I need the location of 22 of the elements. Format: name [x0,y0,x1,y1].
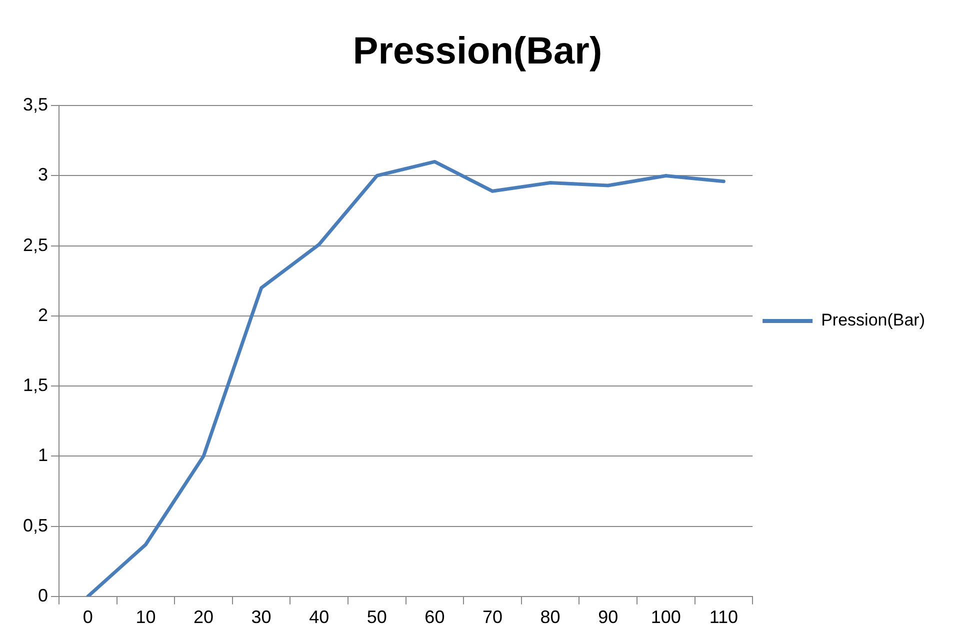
y-tick-label: 3,5 [22,94,48,115]
y-tick-label: 0,5 [22,515,48,536]
y-tick-label: 1 [38,445,48,466]
x-tick-label: 40 [309,607,330,628]
x-tick-label: 90 [598,607,618,628]
chart-title: Pression(Bar) [352,30,602,72]
x-tick-label: 70 [482,607,503,628]
y-tick-label: 1,5 [22,375,48,396]
y-tick-label: 3 [38,164,48,185]
x-tick-label: 80 [540,607,560,628]
x-tick-label: 110 [709,607,738,628]
x-tick-label: 60 [424,607,445,628]
x-tick-label: 30 [251,607,272,628]
y-tick-label: 0 [38,585,48,606]
x-tick-label: 20 [194,607,214,628]
x-tick-label: 50 [366,607,387,628]
x-tick-label: 0 [82,607,93,628]
x-tick-label: 10 [136,607,156,628]
y-tick-label: 2 [38,304,48,325]
x-tick-label: 100 [650,607,681,628]
y-tick-label: 2,5 [22,234,48,255]
legend-label: Pression(Bar) [821,310,926,330]
